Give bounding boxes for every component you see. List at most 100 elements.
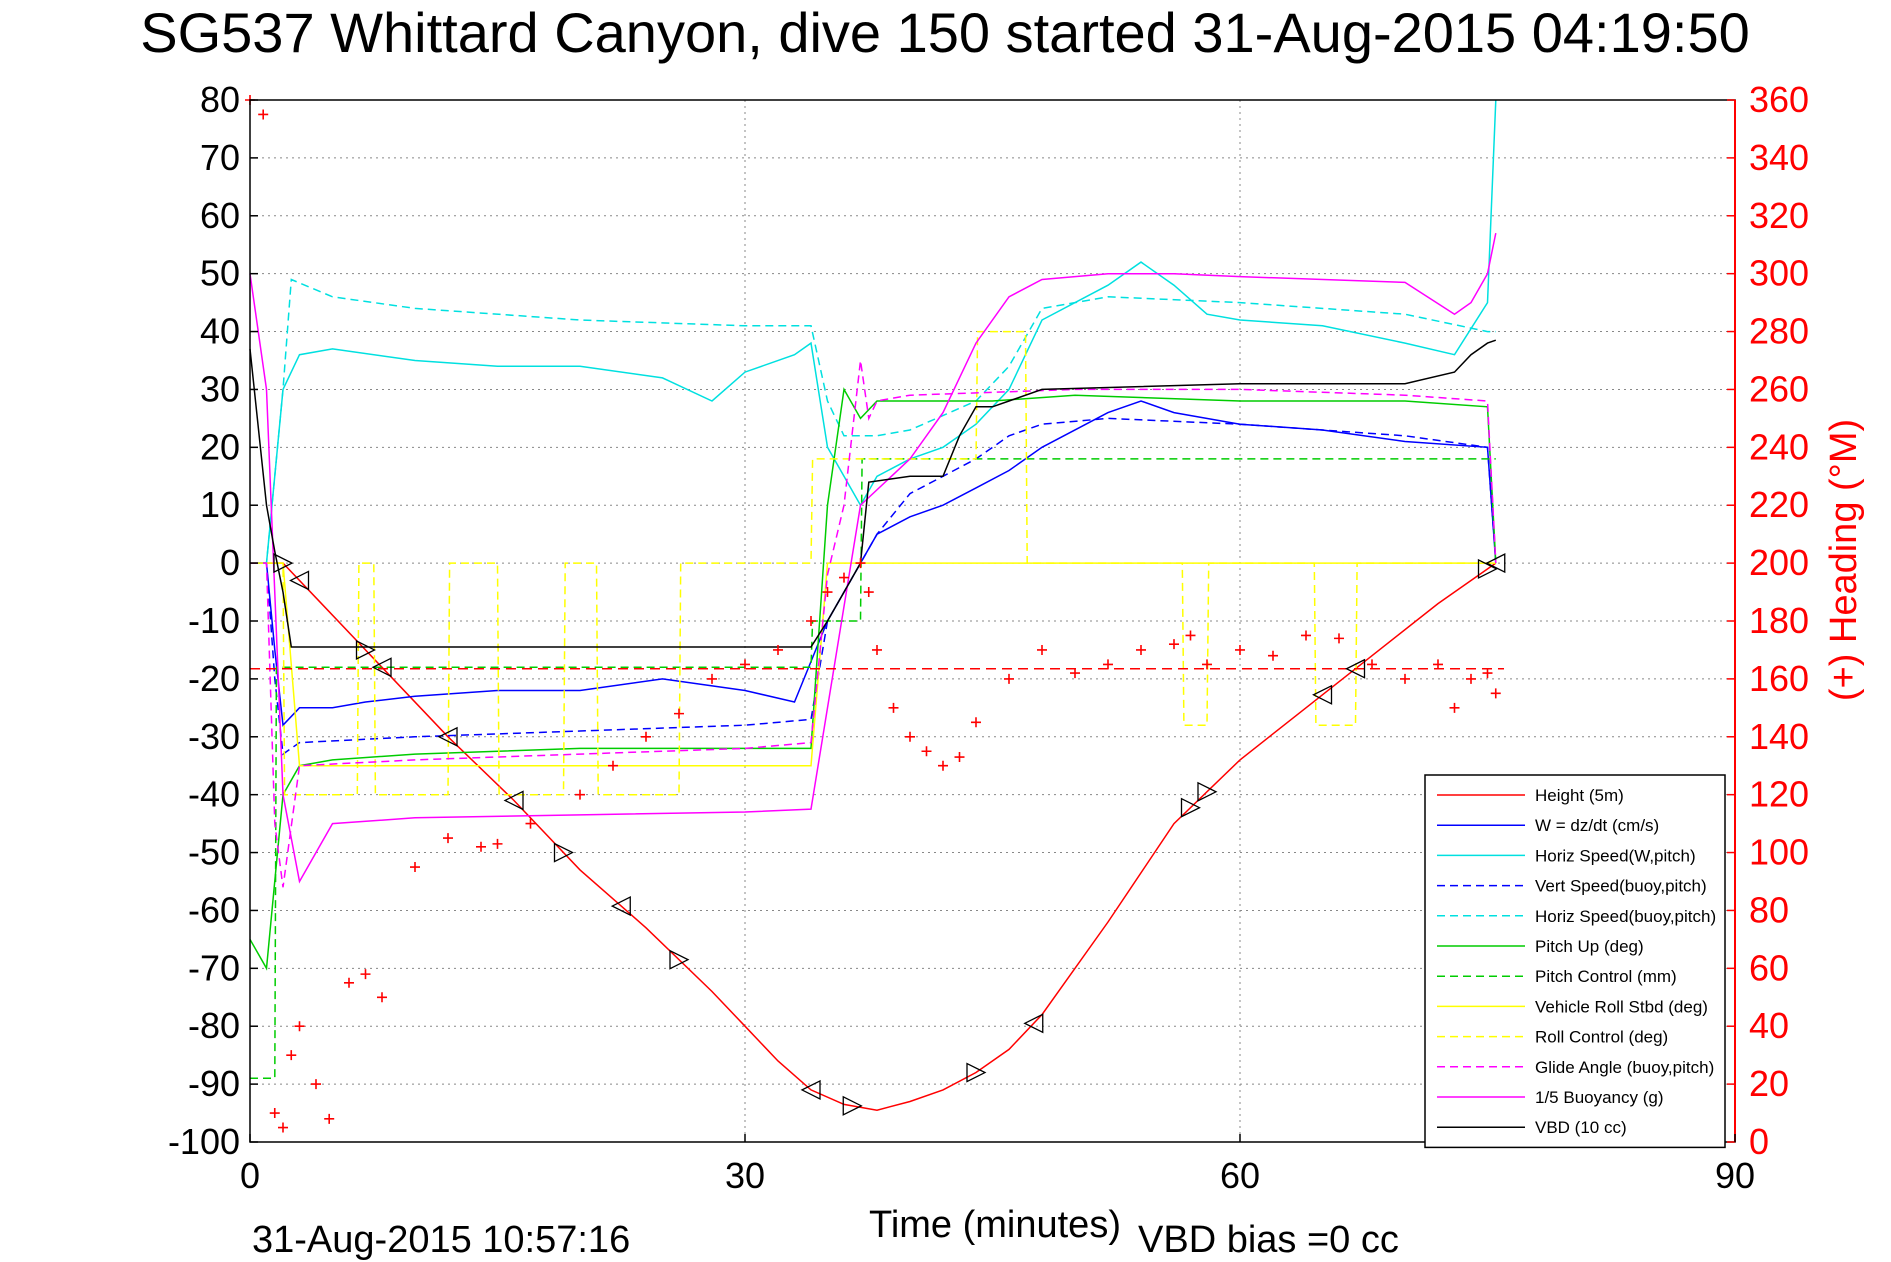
height-direction-marker (355, 639, 376, 660)
right-tick-label: 280 (1749, 311, 1809, 352)
left-tick-label: -80 (188, 1005, 240, 1046)
height-direction-marker (610, 896, 631, 917)
left-tick-label: -20 (188, 658, 240, 699)
right-tick-label: 340 (1749, 137, 1809, 178)
legend-label: Glide Angle (buoy,pitch) (1535, 1058, 1714, 1077)
height-direction-marker (800, 1079, 821, 1100)
height-direction-marker (1312, 684, 1333, 705)
right-tick-label: 80 (1749, 889, 1789, 930)
height-direction-marker (1477, 558, 1498, 579)
heading-point (938, 760, 948, 771)
heading-point (1004, 673, 1014, 684)
heading-point (888, 702, 899, 713)
series-vert-speed-buoy-pitch (250, 417, 1497, 756)
right-tick-label: 200 (1749, 542, 1809, 583)
legend-label: Pitch Control (mm) (1535, 967, 1677, 986)
heading-point (278, 1122, 288, 1133)
heading-point (344, 977, 354, 988)
left-tick-label: -10 (188, 600, 240, 641)
left-tick-label: -40 (188, 774, 240, 815)
heading-point (1400, 673, 1410, 684)
heading-point (674, 708, 684, 719)
heading-point (1449, 702, 1460, 713)
height-direction-marker (1197, 781, 1218, 802)
series-pitch-control-mm (250, 458, 1496, 1080)
left-tick-label: 70 (200, 137, 240, 178)
heading-point (1070, 668, 1080, 679)
heading-point (863, 587, 874, 598)
series-horiz-speed-buoy-pitch (250, 278, 1496, 564)
series-layer (245, 95, 1504, 1133)
left-tick-label: 40 (200, 311, 240, 352)
left-tick-label: 60 (200, 195, 240, 236)
heading-point (1103, 659, 1113, 670)
series-vbd-10-cc (249, 339, 1497, 648)
legend-label: Pitch Up (deg) (1535, 937, 1644, 956)
heading-point (1301, 630, 1311, 641)
series-roll-control-deg (250, 330, 1496, 796)
heading-point (1367, 659, 1377, 670)
heading-point (872, 644, 882, 655)
height-markers (273, 553, 1506, 1116)
left-tick-label: 20 (200, 426, 240, 467)
right-tick-label: 20 (1749, 1063, 1789, 1104)
heading-point (707, 673, 717, 684)
height-direction-marker (503, 790, 524, 811)
x-tick-label: 90 (1715, 1155, 1755, 1196)
right-tick-label: 160 (1749, 658, 1809, 699)
heading-point (1202, 659, 1212, 670)
heading-point (806, 616, 816, 626)
x-axis-ticks: 0 30 60 90 (240, 1134, 1755, 1196)
heading-point (954, 752, 965, 763)
heading-point (294, 1021, 305, 1032)
left-tick-label: -100 (168, 1121, 240, 1162)
left-tick-label: 80 (200, 79, 240, 120)
legend-label: 1/5 Buoyancy (g) (1535, 1088, 1664, 1107)
legend: Height (5m) W = dz/dt (cm/s) Horiz Speed(W… (1424, 774, 1726, 1149)
legend-label: Vehicle Roll Stbd (deg) (1535, 997, 1708, 1016)
right-tick-label: 320 (1749, 195, 1809, 236)
right-axis-ticks: 3603403203002802602402202001801601401201… (1727, 79, 1809, 1162)
left-tick-label: 50 (200, 253, 240, 294)
height-direction-marker (669, 949, 690, 970)
x-tick-label: 0 (240, 1155, 260, 1196)
heading-point (258, 109, 269, 120)
heading-point (410, 862, 420, 873)
height-direction-marker (553, 842, 574, 863)
heading-point (1235, 644, 1245, 655)
left-axis-ticks: 80 70 60 50 40 30 20 10 0 -10 -20 -30 -40 -50 -60 -70 -8… (168, 79, 258, 1162)
heading-point (1482, 668, 1493, 679)
left-tick-label: -30 (188, 716, 240, 757)
heading-point (971, 717, 981, 728)
height-direction-marker (371, 657, 392, 678)
chart-title: SG537 Whittard Canyon, dive 150 started … (140, 1, 1749, 64)
heading-point (1169, 639, 1179, 650)
heading-point (1466, 673, 1476, 684)
height-direction-marker (1345, 658, 1366, 679)
legend-box (1424, 774, 1726, 1149)
x-axis-label: Time (minutes) (869, 1204, 1121, 1246)
left-tick-label: 0 (220, 542, 240, 583)
right-tick-label: 300 (1749, 253, 1809, 294)
heading-point (1334, 633, 1344, 644)
heading-point (269, 1108, 280, 1119)
right-tick-label: 220 (1749, 484, 1809, 525)
legend-label: VBD (10 cc) (1535, 1118, 1627, 1137)
heading-point (1268, 650, 1278, 661)
heading-point (839, 572, 849, 583)
right-tick-label: 60 (1749, 947, 1789, 988)
legend-label: Roll Control (deg) (1535, 1028, 1668, 1047)
right-tick-label: 100 (1749, 832, 1809, 873)
height-direction-marker (966, 1062, 987, 1083)
height-direction-marker (437, 726, 458, 747)
heading-point (311, 1079, 321, 1090)
heading-point (1433, 659, 1443, 670)
series-horiz-speed-w-pitch (250, 99, 1497, 564)
left-tick-label: -50 (188, 832, 240, 873)
heading-point (476, 841, 486, 852)
height-direction-marker (1023, 1013, 1044, 1034)
right-axis-label: (+) Heading (°M) (1823, 419, 1865, 701)
x-tick-label: 30 (725, 1155, 765, 1196)
right-tick-label: 40 (1749, 1005, 1789, 1046)
heading-point (773, 644, 783, 655)
